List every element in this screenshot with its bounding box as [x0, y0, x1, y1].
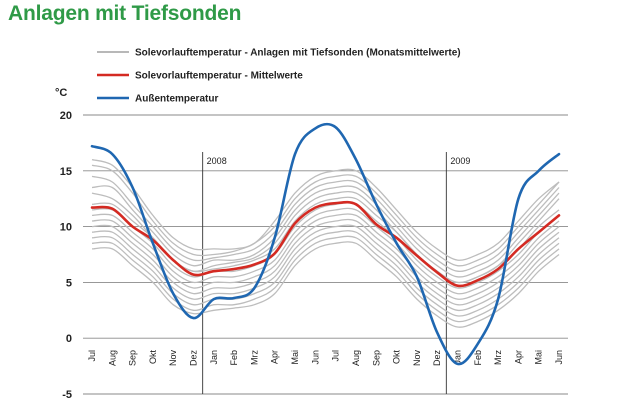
x-tick-label: Aug [351, 350, 361, 366]
series-line-monthly [91, 175, 560, 273]
series-line-monthly [91, 224, 560, 312]
x-tick-label: Sep [128, 350, 138, 366]
y-tick-label: 5 [66, 277, 72, 289]
x-tick-label: Mai [290, 350, 300, 365]
x-tick-label: Mrz [493, 350, 503, 365]
x-tick-label: Nov [168, 350, 178, 367]
year-label: 2008 [207, 156, 227, 166]
x-tick-label: Jan [209, 350, 219, 365]
x-tick-label: Jul [87, 350, 97, 362]
legend: Solevorlauftemperatur - Anlagen mit Tief… [97, 48, 461, 105]
x-tick-label: Dez [189, 350, 199, 367]
x-tick-label: Okt [148, 350, 158, 365]
series-line-monthly [91, 213, 560, 300]
year-label: 2009 [450, 156, 470, 166]
series-line-monthly [91, 218, 560, 306]
main-series [90, 122, 561, 366]
y-tick-label: 20 [60, 110, 72, 122]
x-tick-label: Sep [371, 350, 381, 366]
series-line-monthly [91, 207, 560, 295]
x-tick-label: Aug [107, 350, 117, 366]
x-tick-label: Jan [452, 350, 462, 365]
x-tick-label: Mai [534, 350, 544, 365]
x-tick-label: Jun [554, 350, 564, 365]
x-tick-label: Feb [473, 350, 483, 366]
legend-label: Solevorlauftemperatur - Anlagen mit Tief… [135, 48, 461, 59]
series-line-aussentemperatur [90, 122, 561, 366]
y-tick-label: 10 [60, 222, 72, 234]
legend-label: Solevorlauftemperatur - Mittelwerte [135, 71, 303, 82]
series-line-monthly [91, 158, 560, 261]
legend-label: Außentemperatur [135, 94, 218, 105]
y-unit-label: °C [55, 87, 67, 99]
y-tick-label: -5 [62, 389, 72, 401]
x-tick-label: Okt [392, 350, 402, 365]
series-line-monthly [91, 185, 560, 278]
page-title: Anlagen mit Tiefsonden [8, 2, 242, 25]
x-tick-label: Jun [310, 350, 320, 365]
x-tick-label: Dez [432, 350, 442, 367]
x-tick-label: Jul [331, 350, 341, 362]
series-line-monthly [91, 235, 560, 323]
series-line-mittelwerte [90, 200, 561, 288]
series-line-monthly [91, 202, 560, 289]
tick-labels: 20 15 10 5 0 -5 °C 2008 2009 Jul Aug Sep Okt Nov Dez Ja… [55, 87, 564, 401]
background-series [91, 158, 560, 328]
series-line-monthly [91, 164, 560, 267]
y-tick-label: 0 [66, 333, 72, 345]
y-tick-label: 15 [60, 166, 72, 178]
x-tick-label: Mrz [249, 350, 259, 365]
series-line-monthly [91, 241, 560, 328]
x-tick-label: Nov [412, 350, 422, 367]
x-tick-label: Feb [229, 350, 239, 366]
x-tick-label: Apr [270, 350, 280, 364]
x-tick-label: Apr [513, 350, 523, 364]
